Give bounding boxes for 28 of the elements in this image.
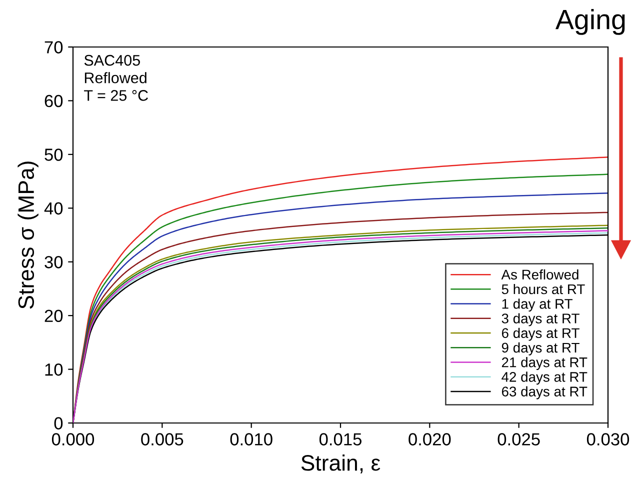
y-tick-label: 50: [44, 148, 63, 161]
x-tick-label: 0.030: [586, 433, 630, 446]
text: Aging: [555, 9, 625, 35]
y-tick-label: 30: [44, 256, 63, 268]
x-tick-label: 0.005: [141, 433, 184, 446]
y-tick-label: 70: [44, 41, 63, 54]
x-tick-label: 0.010: [230, 433, 272, 446]
legend-label: 42 days at RT: [502, 372, 588, 385]
y-tick-label: 20: [44, 310, 63, 322]
x-tick-label: 0.025: [498, 433, 540, 446]
legend-label: 5 hours at RT: [502, 284, 585, 294]
legend-label: As Reflowed: [501, 269, 578, 280]
legend-label: 9 days at RT: [502, 342, 580, 356]
legend-label: 3 days at RT: [502, 313, 580, 326]
y-tick-label: 10: [45, 363, 63, 376]
legend-label: 1 day at RT: [502, 298, 572, 312]
y-axis-title: Stress σ (MPa): [18, 162, 38, 309]
y-tick-label: 0: [54, 417, 63, 430]
x-tick-label: 0.020: [408, 433, 451, 446]
x-tick-label: 0.015: [319, 433, 362, 446]
legend-label: 6 days at RT: [502, 328, 580, 341]
x-axis-title: Strain, ε: [301, 454, 380, 474]
y-tick-label: 40: [44, 202, 63, 215]
legend-label: 63 days at RT: [502, 386, 588, 400]
y-tick-label: 60: [44, 94, 63, 108]
annotation: SAC405 Reflowed T = 25 °C: [84, 54, 148, 101]
x-tick-label: 0.000: [52, 433, 94, 446]
legend-label: 21 days at RT: [502, 357, 588, 370]
